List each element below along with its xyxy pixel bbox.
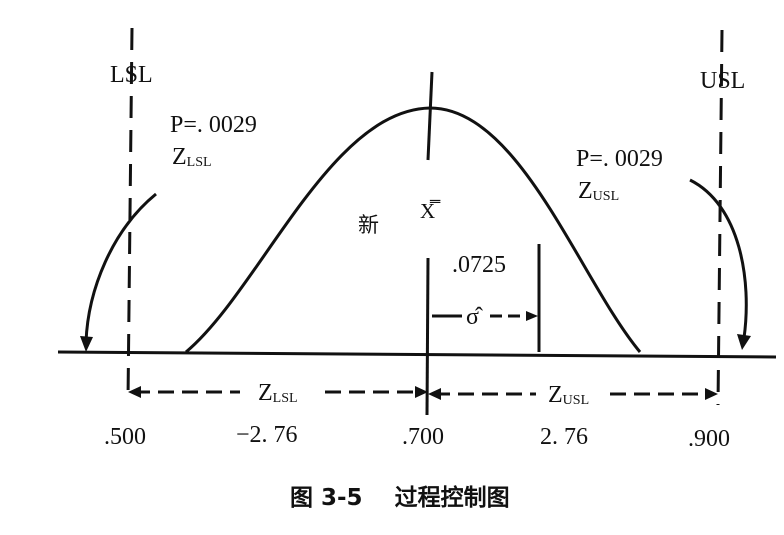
z-lsl-label: ZLSL	[258, 380, 298, 406]
z-lsl-arrowhead-left	[128, 386, 141, 398]
right-z-label: ZUSL	[578, 178, 619, 204]
left-z-label: ZLSL	[172, 144, 212, 170]
normal-curve	[185, 106, 642, 354]
baseline-axis	[57, 350, 777, 359]
mean-line-lower	[425, 257, 430, 416]
z-lsl-letter: Z	[258, 380, 273, 406]
left-tail-arrowhead	[80, 336, 93, 352]
left-probability: P=. 0029	[170, 112, 257, 138]
sigma-value: .0725	[452, 252, 506, 278]
sigma-symbol: σ̂	[466, 304, 483, 330]
z-lsl-sub: LSL	[273, 391, 298, 406]
sigma-arrowhead	[526, 311, 538, 321]
lsl-dashed-line	[126, 27, 134, 401]
usl-label: USL	[700, 68, 745, 94]
lsl-label: LSL	[110, 62, 153, 88]
right-probability: P=. 0029	[576, 146, 663, 172]
lsl-value: .500	[104, 424, 146, 450]
figure-caption: 图 3-5 过程控制图	[290, 484, 510, 511]
z-lsl-arrowhead-right	[415, 386, 428, 398]
left-tail-arrow	[84, 192, 157, 343]
z-usl-arrowhead-right	[705, 388, 718, 400]
z-usl-label: ZUSL	[548, 382, 589, 408]
left-z-sub: LSL	[187, 155, 212, 170]
mean-line	[426, 71, 434, 161]
mean-symbol: X̿	[420, 199, 441, 223]
z-usl-arrowhead-left	[428, 388, 441, 400]
z-usl-value: 2. 76	[540, 424, 588, 450]
right-tail-arrow	[689, 178, 748, 339]
curve-label: 新	[358, 213, 379, 237]
z-lsl-value: −2. 76	[236, 422, 298, 448]
z-usl-letter: Z	[548, 382, 563, 408]
right-z-sub: USL	[593, 189, 619, 204]
mean-value: .700	[402, 424, 444, 450]
usl-value: .900	[688, 426, 730, 452]
usl-dashed-line	[716, 29, 724, 406]
left-z-letter: Z	[172, 144, 187, 170]
z-usl-sub: USL	[563, 393, 589, 408]
right-z-letter: Z	[578, 178, 593, 204]
right-tail-arrowhead	[737, 334, 751, 350]
